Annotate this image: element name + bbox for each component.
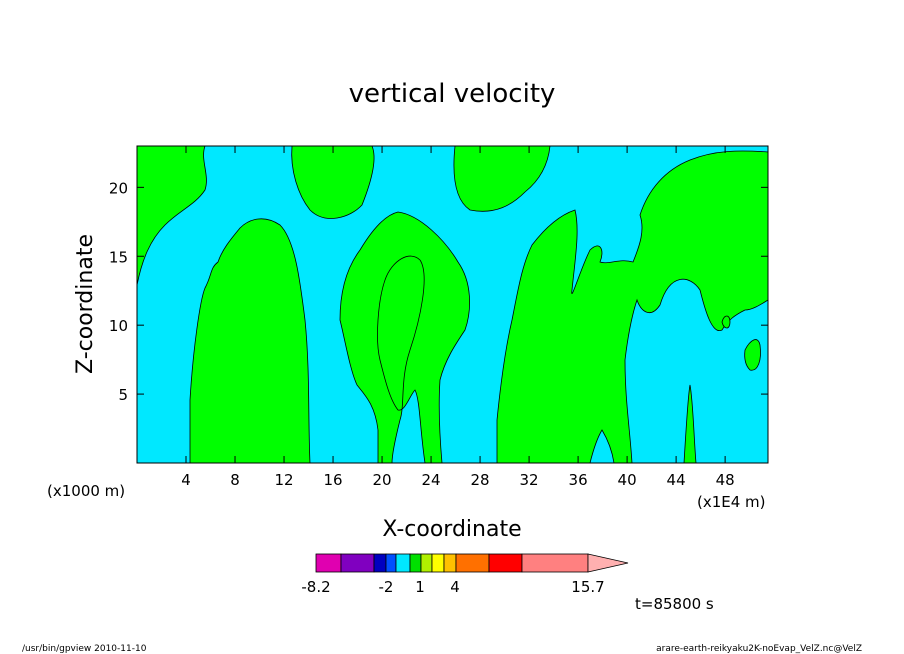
x-tick-label: 40	[618, 471, 637, 489]
colorbar-labels: -8.2 -2 1 4 15.7	[301, 578, 604, 596]
plot-frame	[136, 145, 769, 464]
x-tick-label: 8	[230, 471, 240, 489]
x-unit-left: (x1000 m)	[47, 482, 125, 500]
colorbar-label: 4	[450, 578, 460, 596]
colorbar-swatch	[385, 553, 397, 573]
colorbar-swatch	[521, 553, 589, 573]
x-axis-label: X-coordinate	[382, 517, 521, 542]
colorbar-label: 15.7	[571, 578, 604, 596]
time-label: t=85800 s	[635, 595, 714, 613]
colorbar-label: -8.2	[301, 578, 330, 596]
x-tick-label: 4	[181, 471, 191, 489]
footer-right: arare-earth-reikyaku2K-noEvap_VelZ.nc@Ve…	[656, 644, 862, 654]
x-tick-label: 28	[471, 471, 490, 489]
colorbar-swatch	[488, 553, 523, 573]
x-tick-label: 24	[422, 471, 441, 489]
green-region-right-large	[496, 150, 769, 464]
green-region-right-blob	[744, 339, 761, 371]
green-region-top-3	[453, 145, 551, 212]
green-region-left-top	[136, 145, 207, 286]
y-tick-label: 5	[118, 386, 128, 404]
colorbar-swatch	[431, 553, 445, 573]
x-tick-label: 44	[667, 471, 686, 489]
colorbar-swatch	[373, 553, 387, 573]
colorbar-swatch	[455, 553, 490, 573]
y-tick-label: 10	[109, 317, 128, 335]
x-tick-label: 48	[716, 471, 735, 489]
green-region-top-2	[291, 145, 375, 219]
x-tick-label: 12	[274, 471, 293, 489]
x-tick-label: 20	[373, 471, 392, 489]
colorbar-swatch	[409, 553, 422, 573]
green-region-spike	[683, 384, 697, 464]
y-tick-label: 20	[109, 179, 128, 197]
colorbar-swatch	[395, 553, 411, 573]
green-region-island-1	[721, 315, 731, 329]
colorbar-swatch	[587, 553, 629, 573]
x-unit-right: (x1E4 m)	[697, 493, 766, 511]
x-tick-label: 36	[569, 471, 588, 489]
colorbar-label: 1	[415, 578, 425, 596]
y-tick-label: 15	[109, 248, 128, 266]
colorbar-label: -2	[379, 578, 394, 596]
green-region-tall-1	[189, 218, 311, 464]
colorbar	[315, 553, 629, 573]
colorbar-swatch	[420, 553, 433, 573]
colorbar-swatch	[340, 553, 375, 573]
colorbar-swatch	[443, 553, 457, 573]
chart-title: vertical velocity	[349, 79, 556, 109]
x-tick-label: 32	[520, 471, 539, 489]
footer-left: /usr/bin/gpview 2010-11-10	[22, 644, 147, 654]
x-tick-label: 16	[323, 471, 342, 489]
colorbar-swatch	[315, 553, 342, 573]
y-axis-label: Z-coordinate	[73, 234, 98, 374]
